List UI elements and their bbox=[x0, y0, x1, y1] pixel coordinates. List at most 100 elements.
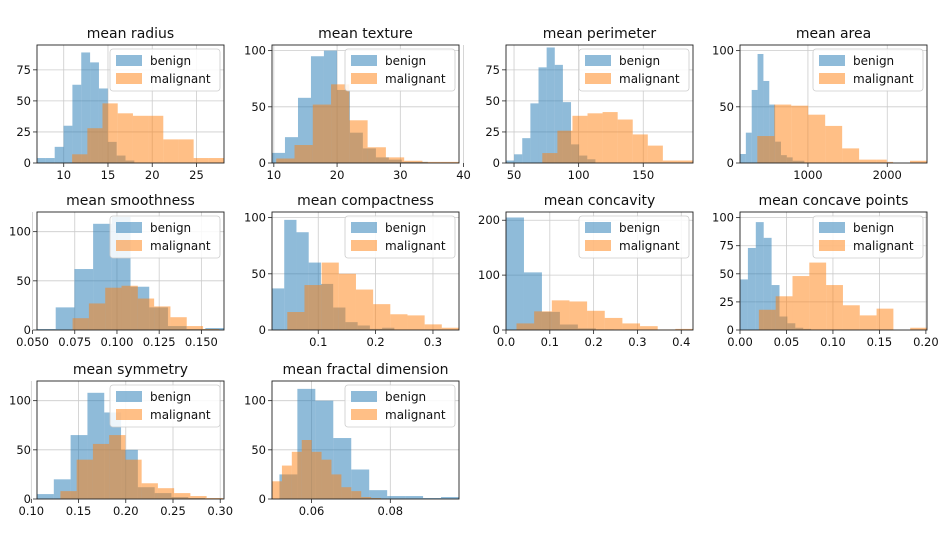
bar-malignant bbox=[338, 273, 356, 330]
legend: benign malignant bbox=[344, 215, 456, 259]
axes-frame bbox=[505, 211, 694, 331]
legend-swatch-benign bbox=[351, 391, 377, 402]
x-tick-label: 0.30 bbox=[207, 504, 233, 518]
y-tick-label: 100 bbox=[712, 44, 734, 58]
bar-malignant bbox=[808, 114, 826, 163]
x-tick-label: 0.10 bbox=[19, 504, 45, 518]
x-tick-label: 0.150 bbox=[185, 335, 218, 349]
y-tick-label: 25 bbox=[16, 125, 31, 139]
bar-malignant bbox=[876, 159, 887, 163]
subplot-title: mean compactness bbox=[297, 193, 434, 209]
bar-benign bbox=[538, 67, 547, 163]
axes-frame bbox=[271, 44, 460, 164]
bar-malignant bbox=[373, 304, 391, 330]
bar-malignant bbox=[534, 311, 552, 330]
bar-benign bbox=[90, 62, 99, 163]
x-tick-label: 50 bbox=[507, 168, 522, 182]
bar-malignant bbox=[587, 113, 603, 163]
x-tick-label: 15 bbox=[101, 168, 116, 182]
bar-malignant bbox=[321, 459, 332, 499]
y-tick-label: 0 bbox=[259, 156, 266, 170]
legend: benign malignant bbox=[812, 215, 924, 259]
legend-swatch-malignant bbox=[819, 240, 845, 251]
legend: benign malignant bbox=[578, 48, 690, 92]
bar-malignant bbox=[321, 262, 339, 330]
x-tick-label: 0.2 bbox=[366, 335, 384, 349]
bar-malignant bbox=[572, 115, 588, 163]
x-tick-label: 30 bbox=[393, 168, 408, 182]
x-tick-label: 0.125 bbox=[143, 335, 176, 349]
bar-malignant bbox=[76, 459, 93, 499]
bar-malignant bbox=[407, 315, 425, 330]
bar-malignant bbox=[72, 318, 89, 330]
legend-swatch-malignant bbox=[585, 240, 611, 251]
x-tick-label: 0.00 bbox=[727, 335, 753, 349]
y-tick-label: 100 bbox=[712, 211, 734, 225]
bar-benign bbox=[771, 285, 780, 330]
legend-label-benign: benign bbox=[150, 390, 191, 404]
subplot-mean-compactness: 0.1 0.2 0.3 0 50 100 mean compactness benign mal… bbox=[244, 193, 460, 349]
bar-benign bbox=[55, 307, 75, 330]
bar-malignant bbox=[291, 451, 302, 499]
subplot-mean-concavity: 0.0 0.1 0.2 0.3 0.4 0 100 200 mean concavity beni… bbox=[478, 193, 694, 349]
subplot-title: mean smoothness bbox=[66, 193, 195, 209]
bar-malignant bbox=[60, 491, 77, 499]
subplot-title: mean texture bbox=[318, 26, 413, 42]
bar-benign bbox=[74, 269, 94, 330]
bar-malignant bbox=[876, 308, 894, 330]
x-tick-label: 10 bbox=[267, 168, 282, 182]
x-tick-label: 0.075 bbox=[58, 335, 91, 349]
subplot-title: mean perimeter bbox=[543, 26, 657, 42]
bar-benign bbox=[763, 80, 770, 163]
bar-malignant bbox=[774, 104, 792, 163]
axes-frame bbox=[271, 380, 460, 500]
legend-swatch-benign bbox=[116, 391, 142, 402]
legend-label-malignant: malignant bbox=[385, 72, 446, 86]
bar-malignant bbox=[859, 159, 877, 163]
axes-frame bbox=[271, 211, 460, 331]
x-tick-label: 0.3 bbox=[628, 335, 646, 349]
y-tick-label: 0 bbox=[259, 492, 266, 506]
y-tick-label: 50 bbox=[251, 100, 266, 114]
x-tick-label: 0.050 bbox=[16, 335, 49, 349]
bar-malignant bbox=[186, 326, 204, 330]
legend-label-benign: benign bbox=[150, 221, 191, 235]
legend-label-malignant: malignant bbox=[150, 239, 211, 253]
bar-malignant bbox=[331, 474, 342, 499]
y-tick-label: 0 bbox=[727, 156, 734, 170]
bar-malignant bbox=[125, 459, 142, 499]
bar-benign bbox=[755, 222, 764, 330]
bar-benign bbox=[757, 53, 764, 163]
y-tick-label: 100 bbox=[244, 394, 266, 408]
bar-malignant bbox=[72, 154, 88, 163]
bar-malignant bbox=[294, 145, 313, 163]
legend-swatch-benign bbox=[585, 222, 611, 233]
bar-benign bbox=[554, 64, 563, 163]
x-tick-label: 10 bbox=[56, 168, 71, 182]
bar-malignant bbox=[193, 158, 209, 163]
bar-benign bbox=[740, 154, 746, 163]
subplot-mean-texture: 10 20 30 40 0 50 100 mean texture benign malignan… bbox=[244, 26, 471, 182]
y-tick-label: 0 bbox=[493, 156, 500, 170]
bar-malignant bbox=[516, 323, 535, 330]
bar-malignant bbox=[132, 115, 149, 163]
axes-frame bbox=[739, 44, 928, 164]
x-tick-label: 20 bbox=[330, 168, 345, 182]
bar-malignant bbox=[203, 329, 220, 330]
bar-benign bbox=[740, 279, 748, 330]
bar-malignant bbox=[385, 157, 405, 163]
bar-malignant bbox=[170, 317, 187, 330]
bar-malignant bbox=[886, 161, 894, 163]
bar-malignant bbox=[557, 130, 573, 163]
bar-malignant bbox=[842, 305, 860, 330]
x-tick-label: 150 bbox=[632, 168, 654, 182]
legend-label-malignant: malignant bbox=[150, 72, 211, 86]
legend-swatch-benign bbox=[351, 55, 377, 66]
bar-malignant bbox=[640, 326, 658, 330]
bar-malignant bbox=[109, 435, 126, 499]
y-tick-label: 100 bbox=[244, 211, 266, 225]
bar-malignant bbox=[404, 160, 423, 163]
bar-malignant bbox=[910, 160, 927, 163]
bar-malignant bbox=[105, 287, 122, 330]
y-tick-label: 50 bbox=[719, 100, 734, 114]
